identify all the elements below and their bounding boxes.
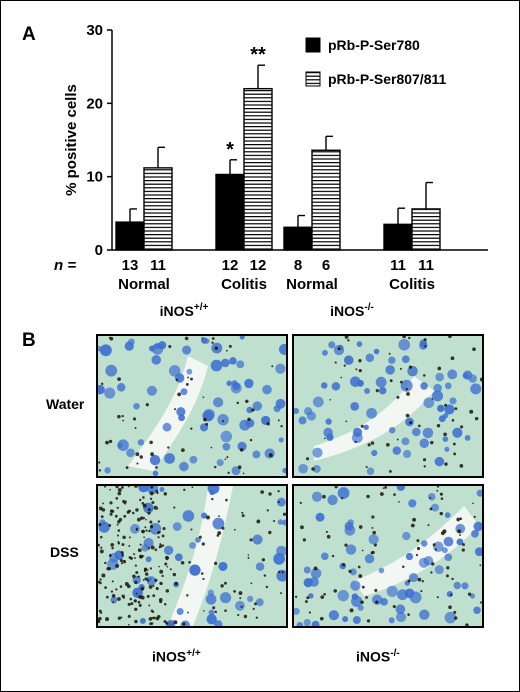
bar-series1-group0 (143, 167, 173, 251)
y-axis-label: % positive cells (63, 84, 80, 196)
bar-series1-group3 (411, 208, 441, 251)
column-label-wt-sup: +/+ (186, 648, 201, 659)
row-label-water: Water (46, 396, 85, 412)
column-label-ko: iNOS-/- (356, 648, 400, 665)
micrograph-water-ko (292, 334, 484, 478)
column-label-ko-base: iNOS (356, 648, 391, 665)
column-label-ko-sup: -/- (390, 648, 400, 659)
micrograph-water-wt (96, 334, 288, 478)
column-label-wt: iNOS+/+ (152, 648, 201, 665)
micrograph-dss-ko (292, 484, 484, 628)
genotype-label-1-sup: -/- (364, 302, 373, 313)
n-value-series0-group2: 8 (294, 257, 302, 274)
bar-chart: 0 10 20 30 % positive cells 13 11 Normal * 12 ** 12… (54, 22, 488, 319)
n-value-series0-group3: 11 (390, 257, 406, 274)
n-label: n = (54, 257, 76, 274)
y-tick-label-2: 20 (86, 95, 103, 112)
bar-series0-group0 (115, 221, 145, 251)
group-label-0: Normal (118, 276, 170, 293)
legend-swatch-0 (305, 37, 321, 53)
group-label-2: Normal (286, 276, 338, 293)
n-value-series1-group2: 6 (322, 257, 330, 274)
bar-series0-group1 (215, 173, 245, 251)
panel-a-letter: A (22, 24, 36, 45)
micrograph-dss-wt (96, 484, 288, 628)
n-value-series0-group1: 12 (222, 257, 239, 274)
genotype-label-1: iNOS-/- (330, 302, 374, 319)
n-value-series1-group1: 12 (250, 257, 267, 274)
column-label-wt-base: iNOS (152, 648, 187, 665)
y-tick-label-1: 10 (86, 169, 103, 186)
genotype-label-0: iNOS+/+ (160, 302, 209, 319)
row-label-dss: DSS (50, 544, 79, 560)
legend-label-1: pRb-P-Ser807/811 (328, 71, 446, 87)
significance-series0-group1: * (226, 139, 234, 161)
n-value-series0-group0: 13 (122, 257, 139, 274)
bar-series0-group2 (283, 226, 313, 251)
genotype-label-0-sup: +/+ (194, 302, 209, 313)
y-tick-label-0: 0 (95, 242, 103, 259)
bar-series1-group1 (243, 87, 273, 251)
legend-swatch-1 (305, 71, 321, 87)
n-value-series1-group3: 11 (418, 257, 434, 274)
y-tick-label-3: 30 (86, 22, 103, 39)
bar-series0-group3 (383, 223, 413, 251)
legend-label-0: pRb-P-Ser780 (328, 37, 420, 53)
genotype-label-1-base: iNOS (330, 303, 364, 319)
group-label-1: Colitis (221, 276, 267, 293)
panel-b-letter: B (22, 330, 36, 351)
n-value-series1-group0: 11 (150, 257, 166, 274)
group-label-3: Colitis (389, 276, 435, 293)
genotype-label-0-base: iNOS (160, 303, 194, 319)
significance-series1-group1: ** (250, 44, 266, 66)
bar-series1-group2 (311, 149, 341, 251)
